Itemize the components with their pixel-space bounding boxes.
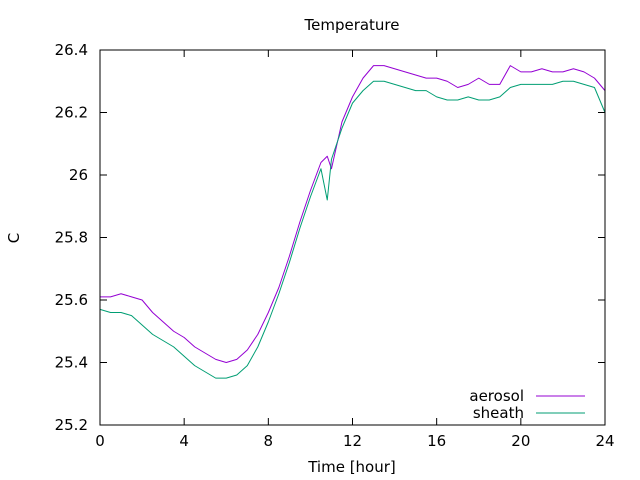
plot-area-frame <box>99 49 606 426</box>
y-tick-label: 25.2 <box>55 416 88 434</box>
x-tick-label: 4 <box>179 432 189 450</box>
x-tick-label: 20 <box>511 432 530 450</box>
x-tick-label: 0 <box>95 432 105 450</box>
series-line-aerosol <box>100 65 606 363</box>
x-tick-label: 8 <box>264 432 274 450</box>
legend-label-aerosol: aerosol <box>469 387 524 405</box>
y-tick-label: 26.4 <box>55 41 88 59</box>
x-tick-label: 24 <box>595 432 614 450</box>
y-tick-label: 25.6 <box>55 291 88 309</box>
x-axis-ticks: 0 4 8 12 16 20 24 <box>95 50 615 450</box>
x-tick-label: 16 <box>427 432 446 450</box>
y-tick-label: 25.8 <box>55 229 88 247</box>
legend-label-sheath: sheath <box>473 404 524 422</box>
series-lines <box>99 65 606 379</box>
y-tick-label: 26.2 <box>55 104 88 122</box>
y-axis-label: C <box>5 233 23 243</box>
x-axis-label: Time [hour] <box>307 458 396 476</box>
y-tick-label: 25.4 <box>55 354 88 372</box>
chart-title: Temperature <box>303 16 399 34</box>
y-tick-label: 26 <box>69 166 88 184</box>
series-line-sheath <box>99 80 606 379</box>
x-tick-label: 12 <box>343 432 362 450</box>
